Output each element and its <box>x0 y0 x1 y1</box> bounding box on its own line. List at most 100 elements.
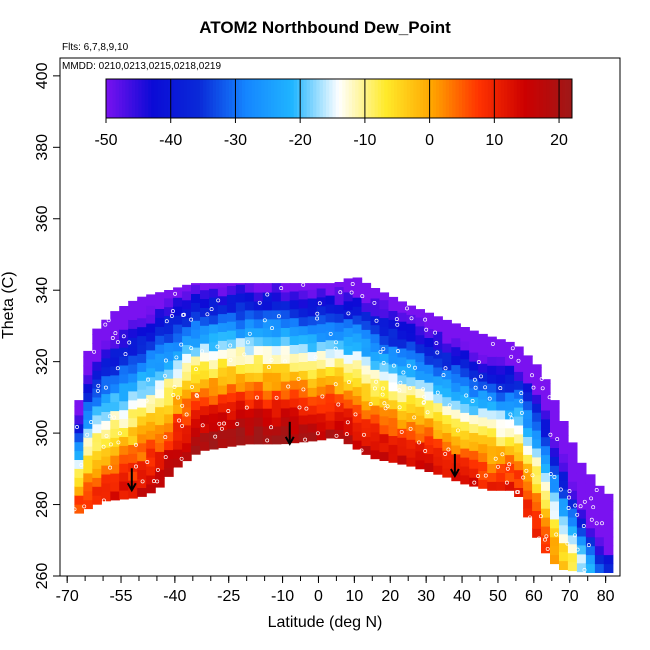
heat-cell <box>487 383 497 393</box>
observation-point <box>508 412 513 417</box>
observation-point <box>344 432 349 437</box>
heat-cell <box>101 322 111 332</box>
heat-cell <box>406 421 416 431</box>
heat-cell <box>388 426 399 436</box>
heat-cell <box>451 337 461 348</box>
heat-cell <box>541 534 551 545</box>
observation-point <box>378 349 383 354</box>
colorbar-segment <box>520 79 524 118</box>
heat-cell <box>74 468 84 478</box>
observation-point <box>470 399 475 403</box>
heat-cell <box>550 456 560 466</box>
heat-cell <box>83 419 93 429</box>
heat-cell <box>496 436 506 447</box>
heat-cell <box>182 380 192 390</box>
heat-cell <box>397 301 407 304</box>
heat-cell <box>155 335 165 345</box>
heat-cell <box>226 392 237 403</box>
heat-cell <box>235 301 246 312</box>
heat-cell <box>433 316 443 323</box>
heat-cell <box>442 459 452 469</box>
observation-point <box>112 415 117 420</box>
heat-cell <box>523 490 533 500</box>
heat-cell <box>289 398 300 408</box>
heat-cell <box>514 398 524 408</box>
heat-cell <box>146 305 156 315</box>
heat-cell <box>209 413 219 423</box>
heat-cell <box>119 356 129 366</box>
heat-cell <box>200 334 210 344</box>
heat-cell <box>406 367 416 378</box>
colorbar-segment <box>484 79 489 118</box>
heat-cell <box>559 453 569 463</box>
heat-cell <box>307 423 318 433</box>
heat-cell <box>550 492 560 502</box>
heat-cell <box>496 339 506 348</box>
heat-cell <box>532 385 542 395</box>
heat-cell <box>83 437 93 447</box>
heat-cell <box>406 457 416 467</box>
dates-note: MMDD: 0210,0213,0215,0218,0219 <box>62 61 222 72</box>
heat-cell <box>155 478 165 488</box>
heat-cell <box>137 299 147 310</box>
observation-point <box>313 355 318 360</box>
heat-cell <box>514 424 524 435</box>
heat-cell <box>155 299 165 309</box>
observation-point <box>374 318 379 323</box>
colorbar-segment <box>329 79 333 118</box>
observation-point <box>545 546 550 551</box>
heat-cell <box>379 380 390 390</box>
heat-cell <box>388 408 399 419</box>
heat-cell <box>280 327 291 337</box>
heat-cell <box>406 430 416 440</box>
colorbar-segment <box>452 79 456 118</box>
heat-cell <box>191 284 201 294</box>
heat-cell <box>576 462 587 465</box>
observation-point <box>334 433 339 438</box>
heat-cell <box>191 302 201 312</box>
heat-cell <box>110 365 120 376</box>
heat-cell <box>164 449 174 459</box>
heat-cell <box>209 297 219 307</box>
heat-cell <box>487 401 497 411</box>
observation-point <box>441 373 446 378</box>
colorbar-segment <box>565 79 570 118</box>
observation-point <box>222 421 226 426</box>
heat-cell <box>244 292 255 302</box>
observation-point <box>163 435 168 440</box>
x-tick-label: 10 <box>345 588 363 605</box>
y-tick-label: 380 <box>34 134 51 161</box>
heat-cell <box>83 455 93 465</box>
heat-cell <box>217 385 228 395</box>
observation-point <box>286 384 291 389</box>
heat-cell <box>343 381 354 391</box>
heat-cell <box>478 452 488 462</box>
observation-point <box>405 306 409 311</box>
heat-cell <box>262 434 273 445</box>
heat-cell <box>532 447 542 458</box>
colorbar-segment <box>138 79 142 118</box>
heat-cell <box>343 425 354 436</box>
heat-cell <box>271 363 282 373</box>
heat-cell <box>567 561 578 572</box>
heat-cell <box>594 563 605 573</box>
heat-cell <box>397 347 407 358</box>
observation-point <box>85 432 90 437</box>
heat-cell <box>478 416 488 427</box>
heat-cell <box>298 343 309 353</box>
colorbar-segment <box>290 79 295 118</box>
heat-cell <box>415 441 425 452</box>
heat-cell <box>226 283 237 286</box>
heat-cell <box>505 374 515 384</box>
heat-cell <box>352 404 363 414</box>
heat-cell <box>406 412 416 422</box>
heat-cell <box>478 336 488 346</box>
heat-cell <box>280 398 291 409</box>
observation-point <box>435 390 440 395</box>
observation-point <box>216 298 221 303</box>
heat-cell <box>280 416 291 427</box>
heat-cell <box>289 415 300 426</box>
heat-cell <box>325 295 336 305</box>
heat-cell <box>541 401 551 411</box>
heat-cell <box>388 301 399 311</box>
